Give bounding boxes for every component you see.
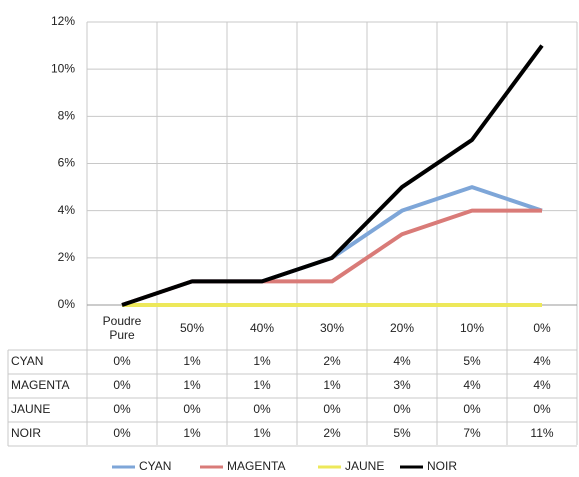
y-tick-label: 10%	[51, 61, 75, 75]
table-cell: 3%	[393, 378, 411, 392]
table-cell: 1%	[183, 378, 201, 392]
x-tick-label: 30%	[319, 320, 345, 335]
table-cell: 1%	[183, 354, 201, 368]
table-row-label: JAUNE	[11, 402, 50, 416]
y-tick-label: 0%	[58, 297, 76, 311]
series-line	[121, 44, 544, 307]
table-cell: 0%	[113, 402, 131, 416]
table-cell: 7%	[463, 426, 481, 440]
y-tick-label: 4%	[58, 203, 76, 217]
table-cell: 4%	[533, 378, 551, 392]
table-cell: 1%	[253, 354, 271, 368]
table-cell: 0%	[533, 402, 551, 416]
y-tick-label: 2%	[58, 250, 76, 264]
table-cell: 0%	[463, 402, 481, 416]
y-tick-label: 6%	[58, 156, 76, 170]
series-line	[121, 185, 543, 307]
table-row-label: NOIR	[11, 426, 41, 440]
table-cell: 0%	[253, 402, 271, 416]
table-cell: 0%	[393, 402, 411, 416]
x-tick-label: 20%	[389, 320, 415, 335]
table-row-label: MAGENTA	[11, 378, 69, 392]
legend-label: JAUNE	[345, 459, 384, 473]
table-cell: 0%	[113, 378, 131, 392]
legend-label: NOIR	[427, 459, 457, 473]
table-cell: 4%	[463, 378, 481, 392]
y-tick-label: 12%	[51, 14, 75, 28]
x-tick-label: 40%	[249, 320, 275, 335]
x-tick-label: 50%	[179, 320, 205, 335]
x-tick-label: Poudre Pure	[102, 313, 142, 342]
table-cell: 1%	[183, 426, 201, 440]
table-cell: 5%	[393, 426, 411, 440]
x-tick-label: 0%	[533, 320, 551, 335]
table-cell: 0%	[113, 354, 131, 368]
table-row-label: CYAN	[11, 354, 43, 368]
table-cell: 2%	[323, 426, 341, 440]
table-cell: 1%	[253, 378, 271, 392]
table-cell: 4%	[533, 354, 551, 368]
table-cell: 0%	[183, 402, 201, 416]
legend-label: MAGENTA	[227, 459, 285, 473]
y-tick-label: 8%	[58, 109, 76, 123]
table-cell: 1%	[253, 426, 271, 440]
table-cell: 0%	[113, 426, 131, 440]
x-tick-label: 10%	[459, 320, 485, 335]
table-cell: 5%	[463, 354, 481, 368]
table-cell: 4%	[393, 354, 411, 368]
table-cell: 2%	[323, 354, 341, 368]
table-cell: 11%	[530, 426, 553, 440]
table-cell: 0%	[323, 402, 341, 416]
legend-label: CYAN	[139, 459, 171, 473]
table-cell: 1%	[323, 378, 341, 392]
